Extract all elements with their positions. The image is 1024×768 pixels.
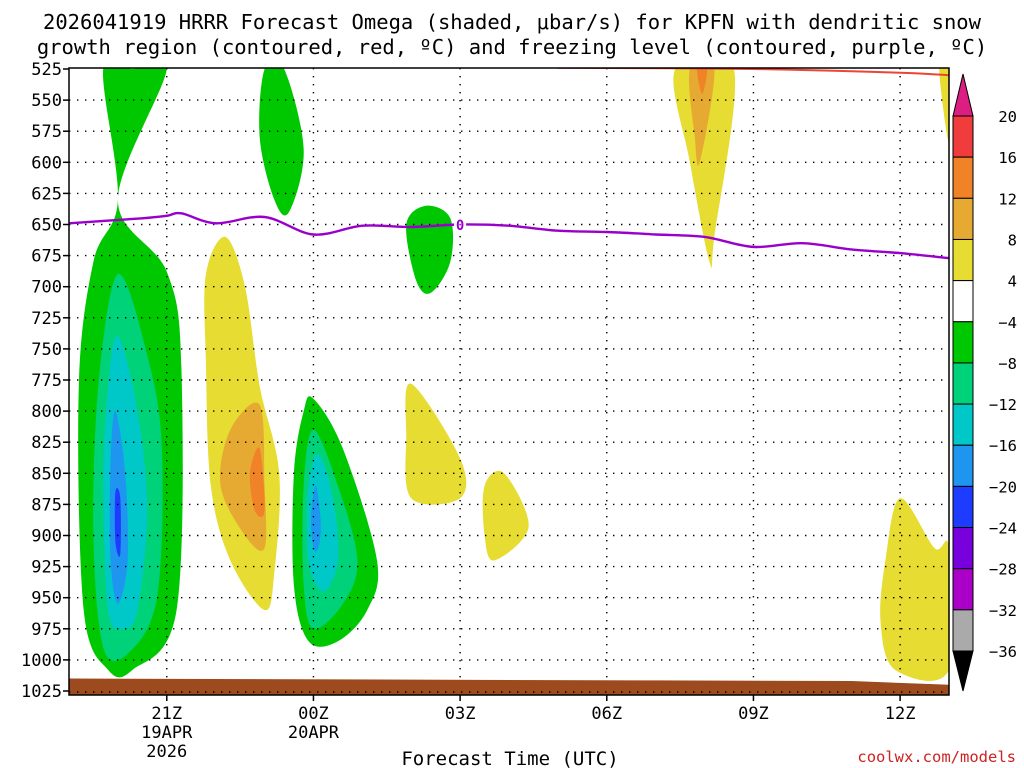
colorbar-under-arrow	[952, 650, 974, 692]
y-tick-label: 550	[31, 91, 62, 111]
plot-frame	[68, 67, 950, 696]
x-tick-label: 06Z	[591, 704, 622, 724]
colorbar-label: −4	[998, 314, 1017, 332]
y-tick-label: 875	[31, 495, 62, 515]
y-axis: 525 550 575 600 625 650 675 700 725 750 775 800 825 8…	[21, 60, 69, 702]
omega-region-19	[880, 498, 949, 681]
colorbar-bin	[952, 362, 974, 405]
omega-region-14	[405, 383, 467, 505]
omega-region-10	[114, 488, 121, 557]
chart-title-line-1: 2026041919 HRRR Forecast Omega (shaded, …	[43, 10, 982, 34]
colorbar-label: −28	[989, 561, 1017, 579]
colorbar-label: 16	[998, 149, 1017, 167]
colorbar-label: 12	[998, 190, 1017, 208]
y-tick-label: 525	[31, 60, 62, 80]
x-axis-label: Forecast Time (UTC)	[401, 748, 618, 768]
omega-region-17	[688, 68, 715, 166]
colorbar-label: −16	[989, 437, 1017, 455]
colorbar-label: −8	[998, 355, 1017, 373]
colorbar-over-arrow	[952, 73, 974, 117]
omega-region-20	[939, 68, 949, 144]
x-tick-label: 00Z	[298, 704, 329, 724]
omega-region-16	[673, 68, 736, 268]
y-tick-label: 925	[31, 558, 62, 578]
x-tick-label: 12Z	[885, 704, 916, 724]
y-tick-label: 975	[31, 620, 62, 640]
omega-shading	[78, 68, 949, 681]
chart-title-line-2: growth region (contoured, red, ºC) and f…	[37, 35, 987, 59]
colorbar: 20 16 12 8 4 −4 −8 −12 −16 −20 −24 −28 −32 −36	[952, 73, 1017, 692]
freezing-label-bg	[454, 216, 467, 233]
x-tick-sublabel: 20APR	[288, 723, 340, 743]
colorbar-label: 4	[1008, 273, 1017, 291]
x-tick-sublabel: 19APR	[141, 723, 193, 743]
colorbar-label: −20	[989, 478, 1017, 496]
colorbar-bin	[952, 527, 974, 570]
y-tick-label: 750	[31, 340, 62, 360]
y-tick-label: 850	[31, 464, 62, 484]
x-tick-label: 09Z	[738, 704, 769, 724]
y-tick-label: 675	[31, 247, 62, 267]
plot-area: 0	[68, 67, 950, 696]
y-tick-label: 775	[31, 371, 62, 391]
colorbar-bin	[952, 444, 974, 487]
colorbar-label: −24	[989, 520, 1017, 538]
x-tick-label: 21Z	[151, 704, 182, 724]
y-tick-label: 600	[31, 153, 62, 173]
terrain	[69, 678, 949, 695]
colorbar-bin	[952, 156, 974, 199]
y-tick-label: 1000	[21, 651, 62, 671]
y-tick-label: 625	[31, 184, 62, 204]
omega-region-1	[259, 68, 304, 216]
y-tick-label: 700	[31, 278, 62, 298]
x-tick-sublabel: 2026	[146, 742, 187, 762]
omega-region-13	[249, 447, 265, 517]
colorbar-label: 8	[1008, 231, 1017, 249]
colorbar-bin	[952, 238, 974, 282]
y-tick-label: 900	[31, 527, 62, 547]
y-tick-label: 1025	[21, 682, 62, 702]
omega-region-12	[219, 402, 267, 551]
freezing-level-label: 0	[456, 218, 464, 234]
colorbar-bin	[952, 280, 974, 323]
omega-region-18	[697, 68, 708, 94]
colorbar-label: −32	[989, 602, 1017, 620]
colorbar-bin	[952, 115, 974, 158]
colorbar-label: −36	[989, 643, 1017, 661]
gridlines	[69, 68, 949, 695]
freezing-level-line	[69, 211, 949, 260]
colorbar-bin	[952, 609, 974, 652]
y-tick-label: 725	[31, 309, 62, 329]
colorbar-label: 20	[998, 108, 1017, 126]
credit-text: coolwx.com/models	[857, 748, 1016, 766]
y-tick-label: 825	[31, 433, 62, 453]
colorbar-bin	[952, 321, 974, 364]
terrain-fill	[69, 678, 949, 695]
colorbar-bin	[952, 568, 974, 611]
x-tick-label: 03Z	[445, 704, 476, 724]
colorbar-label: −12	[989, 396, 1017, 414]
y-tick-label: 650	[31, 216, 62, 236]
colorbar-bin	[952, 403, 974, 446]
y-tick-label: 950	[31, 589, 62, 609]
colorbar-bin	[952, 485, 974, 529]
y-tick-label: 575	[31, 122, 62, 142]
colorbar-bin	[952, 197, 974, 240]
y-tick-label: 800	[31, 402, 62, 422]
omega-region-15	[482, 470, 529, 561]
